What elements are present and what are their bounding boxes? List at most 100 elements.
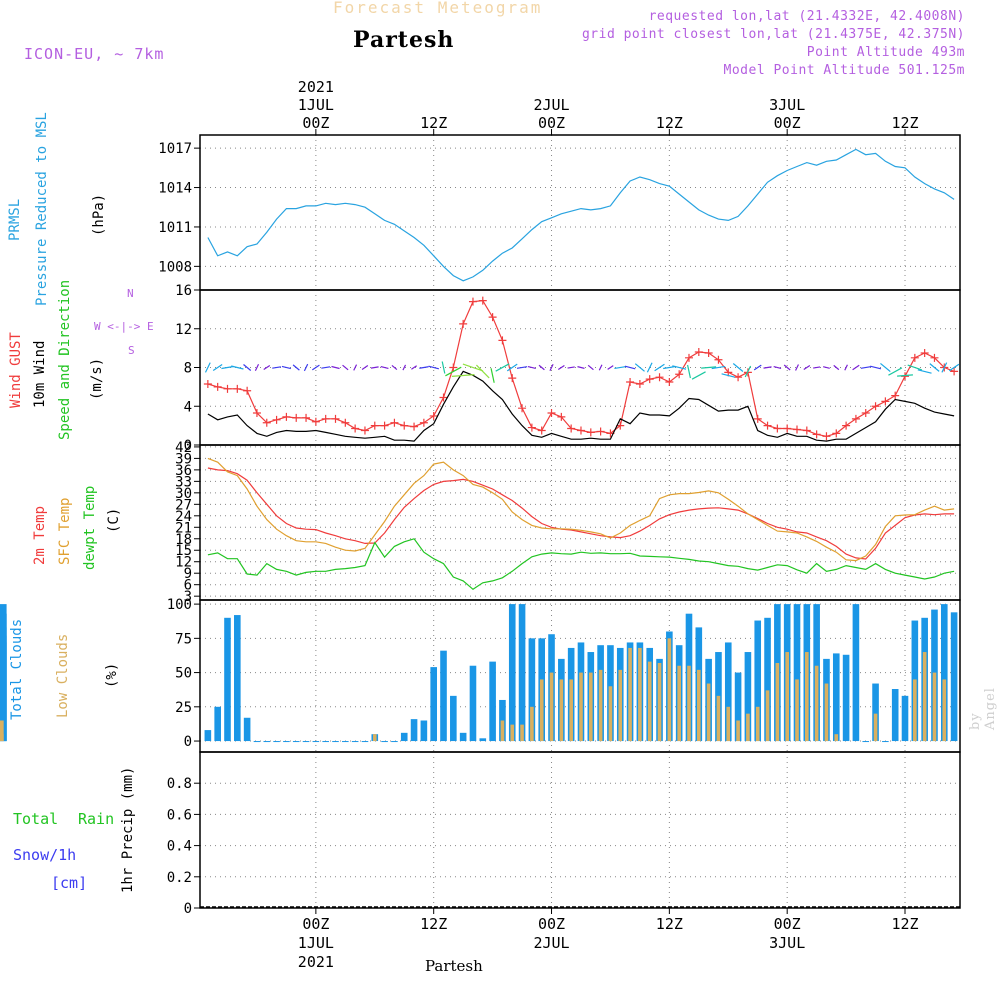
gust-marker xyxy=(518,404,527,413)
gust-marker xyxy=(419,418,428,427)
gust-marker xyxy=(252,409,261,418)
time-label-top-hour: 12Z xyxy=(420,114,447,132)
compass-we: W <-|-> E xyxy=(94,320,154,333)
low-cloud-bar xyxy=(520,724,524,742)
total-cloud-bar xyxy=(0,642,7,742)
low-cloud-bar xyxy=(647,661,652,742)
gust-marker xyxy=(586,428,595,437)
gust-marker xyxy=(734,373,743,382)
gust-marker xyxy=(203,379,212,388)
wind-arrow xyxy=(353,364,358,371)
wind-arrow xyxy=(263,364,271,371)
low-cloud-bar xyxy=(569,679,573,742)
low-cloud-bar xyxy=(667,638,672,742)
y-tick-label: 42 xyxy=(175,440,192,456)
gust-marker xyxy=(635,379,644,388)
wind-arrow xyxy=(331,365,340,370)
time-label-bottom-hour: 12Z xyxy=(656,915,683,933)
wind-arrow xyxy=(441,361,446,374)
wind-arrow xyxy=(763,366,772,369)
gust-marker xyxy=(282,412,291,421)
y-tick-label: 6 xyxy=(184,578,192,594)
low-cloud-bar xyxy=(922,652,927,742)
time-label-top-hour: 12Z xyxy=(656,114,683,132)
wind-label: 10m Wind xyxy=(32,340,48,408)
wind-arrow xyxy=(691,371,706,380)
low-cloud-bar xyxy=(932,672,937,742)
point-altitude: Point Altitude 493m xyxy=(806,45,965,60)
y-tick-label: 33 xyxy=(175,474,192,490)
snow-unit-label: [cm] xyxy=(51,874,88,892)
low-cloud-bar xyxy=(775,662,780,742)
low-cloud-bar xyxy=(795,679,799,742)
gust-marker xyxy=(341,418,350,427)
gust-marker xyxy=(714,355,723,364)
total-cloud-bar xyxy=(440,650,447,742)
total-cloud-bar xyxy=(381,741,388,743)
gust-marker xyxy=(576,426,585,435)
low-cloud-bar xyxy=(549,672,554,742)
total-cloud-bar xyxy=(508,604,516,742)
total-cloud-bar xyxy=(872,683,879,742)
wind-arrow xyxy=(428,365,440,370)
total-cloud-bar xyxy=(528,638,536,742)
wind-arrow xyxy=(212,363,223,372)
wind-arrow xyxy=(721,373,736,378)
wind-arrow xyxy=(654,363,665,372)
wind-arrow xyxy=(598,364,603,371)
total-cloud-bar xyxy=(793,604,801,742)
wind-arrow xyxy=(888,367,903,376)
low-cloud-bar xyxy=(657,662,662,742)
y-tick-label: 0.4 xyxy=(167,839,192,855)
gust-marker xyxy=(292,413,301,422)
gust-marker xyxy=(802,426,811,435)
y-tick-label: 21 xyxy=(175,520,192,536)
y-tick-label: 39 xyxy=(175,451,192,467)
gust-marker xyxy=(881,397,890,406)
low-cloud-bar xyxy=(824,683,829,742)
total-cloud-bar xyxy=(410,719,418,742)
gust-marker xyxy=(380,421,389,430)
series-line-prmsl xyxy=(207,148,955,282)
y-tick-label: 25 xyxy=(175,700,192,716)
total-cloud-bar xyxy=(234,615,241,742)
gust-marker xyxy=(439,393,448,402)
wind-arrow xyxy=(549,364,554,371)
low-clouds-label: Low Clouds xyxy=(55,633,71,718)
total-cloud-bar xyxy=(420,720,428,742)
y-tick-label: 36 xyxy=(175,463,192,479)
wind-arrow xyxy=(852,364,860,371)
wind-arrow xyxy=(663,365,676,370)
time-label-top-hour: 00Z xyxy=(774,114,801,132)
y-tick-label: 1014 xyxy=(158,181,192,197)
wind-arrow xyxy=(538,364,545,371)
wind-arrow xyxy=(833,364,840,371)
low-cloud-bar xyxy=(755,706,760,742)
wind-arrow xyxy=(607,365,614,370)
gust-marker xyxy=(694,348,703,356)
time-label-bottom-day: 2JUL xyxy=(533,934,569,952)
wind-arrow xyxy=(490,368,495,383)
requested-coords: requested lon,lat (21.4332E, 42.4008N) xyxy=(648,9,965,24)
low-cloud-bar xyxy=(805,652,809,742)
time-label-top-day: 1JUL xyxy=(298,96,334,114)
low-cloud-bar xyxy=(873,713,878,742)
gust-marker xyxy=(321,414,330,423)
y-tick-label: 30 xyxy=(175,486,192,502)
wind-arrow xyxy=(243,364,252,371)
y-tick-label: 50 xyxy=(175,666,192,682)
y-tick-label: 0.2 xyxy=(167,870,192,886)
time-label-bottom-hour: 00Z xyxy=(538,915,565,933)
gust-marker xyxy=(468,297,477,306)
watermark: by Angel xyxy=(968,687,998,730)
gust-marker xyxy=(272,415,281,424)
wind-arrow xyxy=(672,365,687,370)
gridpoint-coords: grid point closest lon,lat (21.4375E, 42… xyxy=(581,27,965,42)
gust-marker xyxy=(302,413,311,422)
temp-unit-label: (C) xyxy=(106,507,122,533)
gust-marker xyxy=(360,426,369,435)
gust-marker xyxy=(498,336,507,345)
total-cloud-bar xyxy=(724,642,732,742)
gust-marker xyxy=(812,430,821,439)
